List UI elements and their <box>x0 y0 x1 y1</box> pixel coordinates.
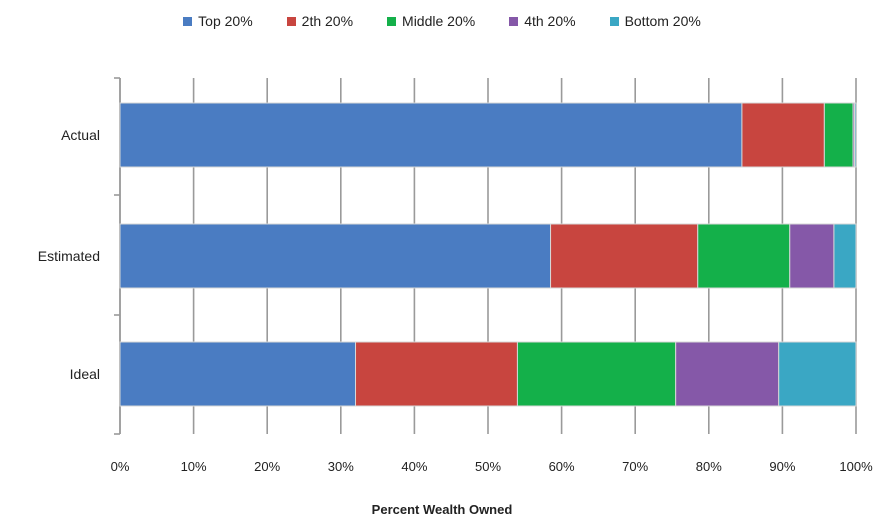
category-label: Estimated <box>38 248 100 264</box>
bar-segment <box>119 102 743 168</box>
x-tick-label: 30% <box>328 459 354 474</box>
legend-label: 2th 20% <box>301 13 354 29</box>
x-tick-label: 100% <box>839 459 873 474</box>
legend-swatch <box>183 16 193 26</box>
x-axis-title: Percent Wealth Owned <box>372 502 513 517</box>
legend-item: 4th 20% <box>509 13 576 29</box>
x-tick-label: 0% <box>111 459 130 474</box>
x-tick-label: 90% <box>769 459 795 474</box>
legend-label: Top 20% <box>198 13 253 29</box>
legend: Top 20% 2th 20% Middle 20% 4th 20% Bottom 20… <box>0 8 884 34</box>
legend-label: Bottom 20% <box>624 13 701 29</box>
legend-swatch <box>509 16 519 26</box>
bar-segment <box>355 341 518 407</box>
bar-segment <box>741 102 825 168</box>
bar-segment <box>854 102 857 168</box>
bar-segment <box>823 102 854 168</box>
bar-segment <box>697 223 791 289</box>
legend-item: 2th 20% <box>286 13 354 29</box>
x-tick-label: 80% <box>696 459 722 474</box>
legend-item: Bottom 20% <box>609 13 701 29</box>
bar-segment <box>516 341 677 407</box>
legend-item: Middle 20% <box>387 13 475 29</box>
bar-segment <box>778 341 857 407</box>
x-tick-label: 50% <box>475 459 501 474</box>
bar-segment <box>119 223 552 289</box>
bar-segment <box>550 223 699 289</box>
x-tick-label: 70% <box>622 459 648 474</box>
legend-swatch <box>286 16 296 26</box>
category-label: Ideal <box>70 366 100 382</box>
legend-swatch <box>609 16 619 26</box>
legend-label: Middle 20% <box>402 13 476 29</box>
bar-segment <box>789 223 835 289</box>
x-tick-label: 60% <box>549 459 575 474</box>
bar-segment <box>833 223 857 289</box>
x-tick-label: 40% <box>401 459 427 474</box>
legend-swatch <box>387 16 397 26</box>
bar-segment <box>119 341 357 407</box>
x-tick-label: 20% <box>254 459 280 474</box>
x-tick-label: 10% <box>181 459 207 474</box>
bar-segment <box>675 341 780 407</box>
legend-item: Top 20% <box>183 13 253 29</box>
category-label: Actual <box>61 127 100 143</box>
legend-label: 4th 20% <box>524 13 576 29</box>
